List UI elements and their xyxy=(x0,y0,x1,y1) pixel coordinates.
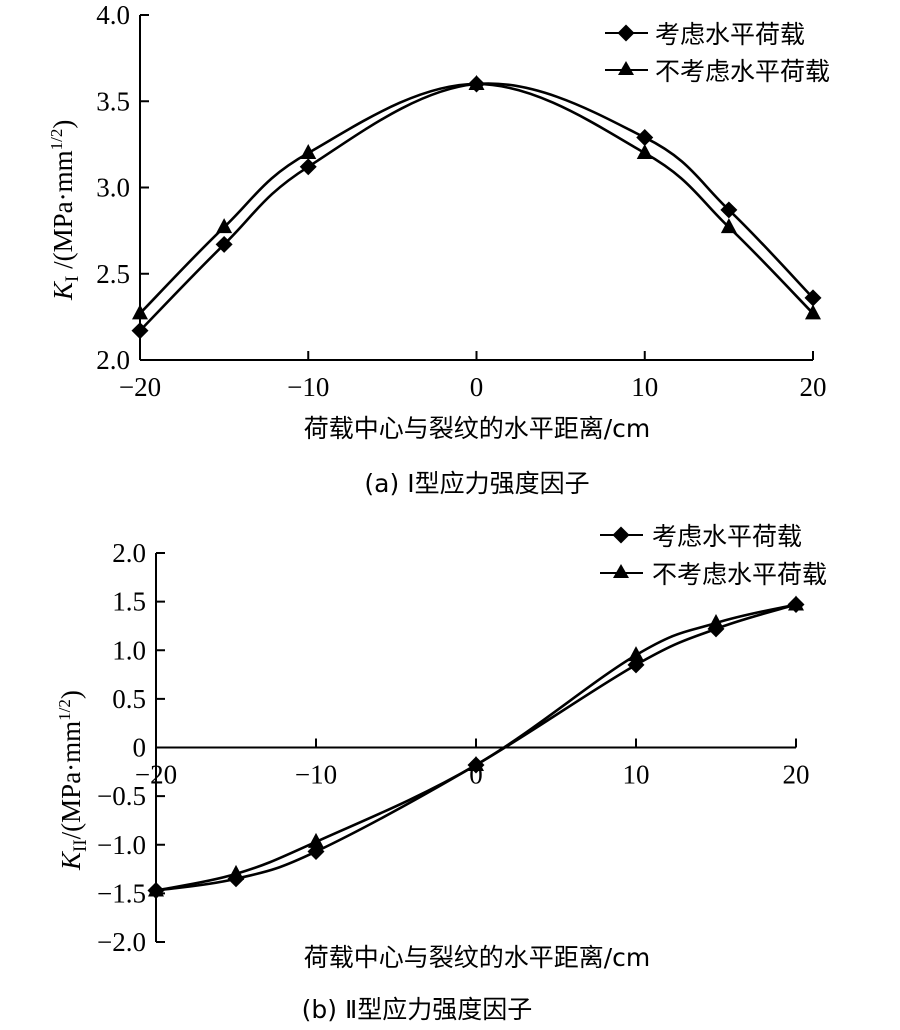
triangle-marker-icon xyxy=(468,756,484,772)
caption-a: (a) Ⅰ型应力强度因子 xyxy=(364,469,589,498)
y-tick-label: 3.0 xyxy=(96,173,130,203)
x-tick-label: −20 xyxy=(135,760,177,790)
y-tick-label: 2.0 xyxy=(112,538,146,568)
y-tick-label: 2.5 xyxy=(96,259,130,289)
x-tick-label: −10 xyxy=(287,372,329,402)
y-tick-label: 2.0 xyxy=(96,345,130,375)
y-tick-label: −0.5 xyxy=(97,781,146,811)
triangle-marker-icon xyxy=(216,218,233,234)
x-tick-label: 20 xyxy=(783,760,810,790)
axes-a: 2.0 2.5 3.0 3.5 4.0 −20 −10 0 10 20 xyxy=(96,0,826,402)
x-tick-label: 20 xyxy=(800,372,827,402)
triangle-marker-icon xyxy=(708,614,724,630)
x-tick-label: −10 xyxy=(295,760,337,790)
y-axis-label-b: KII/(MPa·mm1/2) xyxy=(55,690,91,871)
triangle-marker-icon xyxy=(788,595,804,611)
y-tick-label: 0 xyxy=(133,733,147,763)
triangle-marker-icon xyxy=(618,61,634,75)
diamond-marker-icon xyxy=(215,235,233,253)
triangle-marker-icon xyxy=(805,304,821,320)
legend-label-without-horizontal-load: 不考虑水平荷载 xyxy=(655,57,830,86)
y-tick-label: 0.5 xyxy=(112,684,146,714)
y-tick-label: −1.5 xyxy=(97,878,146,908)
x-tick-label: −20 xyxy=(119,372,161,402)
y-tick-label: −1.0 xyxy=(97,830,146,860)
legend-a: 考虑水平荷载 不考虑水平荷载 xyxy=(605,20,830,86)
triangle-marker-icon xyxy=(613,564,629,578)
diamond-marker-icon xyxy=(804,289,822,307)
triangle-marker-icon xyxy=(628,646,644,662)
triangle-marker-icon xyxy=(308,832,324,848)
y-tick-label: 1.5 xyxy=(112,587,146,617)
diamond-marker-icon xyxy=(617,24,635,42)
x-tick-label: 10 xyxy=(631,372,658,402)
y-tick-label: −2.0 xyxy=(97,927,146,957)
y-axis-label-a: KI /(MPa·mm1/2) xyxy=(47,120,83,301)
diamond-marker-icon xyxy=(131,322,149,340)
y-tick-label: 4.0 xyxy=(96,0,130,30)
triangle-marker-icon xyxy=(468,75,485,90)
triangle-marker-icon xyxy=(228,864,244,880)
series-a xyxy=(131,75,822,340)
chart-panel-a: 2.0 2.5 3.0 3.5 4.0 −20 −10 0 10 20 考虑水平荷载 不考虑水平荷… xyxy=(47,0,830,498)
diamond-marker-icon xyxy=(720,201,738,219)
diamond-marker-icon xyxy=(612,526,630,544)
legend-label-without-horizontal-load: 不考虑水平荷载 xyxy=(652,560,827,589)
triangle-marker-icon xyxy=(300,144,317,159)
triangle-marker-icon xyxy=(132,304,148,320)
legend-label-with-horizontal-load: 考虑水平荷载 xyxy=(655,20,805,49)
triangle-marker-icon xyxy=(636,144,653,159)
x-axis-label-a: 荷载中心与裂纹的水平距离/cm xyxy=(304,414,651,443)
series-line-triangle xyxy=(139,82,814,315)
y-tick-label: 1.0 xyxy=(112,635,146,665)
x-tick-label: 10 xyxy=(623,760,650,790)
chart-panel-b: −2.0−1.5−1.0−0.500.51.01.52.0−20 −10 0 10 20… xyxy=(55,522,827,1024)
legend-b: 考虑水平荷载 不考虑水平荷载 xyxy=(600,522,827,589)
x-axis-label-b: 荷载中心与裂纹的水平距离/cm xyxy=(304,943,651,972)
legend-label-with-horizontal-load: 考虑水平荷载 xyxy=(652,522,802,551)
y-tick-label: 3.5 xyxy=(96,86,130,116)
series-line-diamond xyxy=(139,82,814,332)
series-b xyxy=(147,595,805,899)
x-tick-label: 0 xyxy=(470,372,484,402)
axes-b: −2.0−1.5−1.0−0.500.51.01.52.0−20 −10 0 10 20 xyxy=(97,538,809,957)
caption-b: (b) Ⅱ型应力强度因子 xyxy=(302,995,533,1024)
diamond-marker-icon xyxy=(636,128,654,146)
triangle-marker-icon xyxy=(720,218,737,234)
triangle-marker-icon xyxy=(148,881,164,897)
diamond-marker-icon xyxy=(299,158,317,176)
